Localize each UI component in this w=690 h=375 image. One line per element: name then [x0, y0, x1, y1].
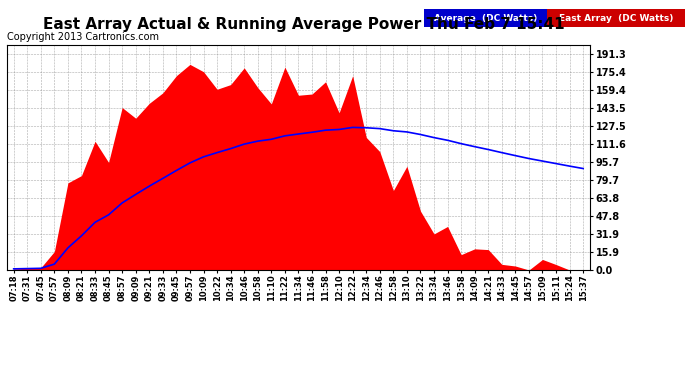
Text: East Array  (DC Watts): East Array (DC Watts): [559, 14, 673, 23]
Bar: [547, 9, 685, 27]
Text: Copyright 2013 Cartronics.com: Copyright 2013 Cartronics.com: [7, 32, 159, 42]
Text: Average  (DC Watts): Average (DC Watts): [434, 14, 538, 23]
Bar: [424, 9, 547, 27]
Text: East Array Actual & Running Average Power Thu Feb 7 15:41: East Array Actual & Running Average Powe…: [43, 17, 564, 32]
